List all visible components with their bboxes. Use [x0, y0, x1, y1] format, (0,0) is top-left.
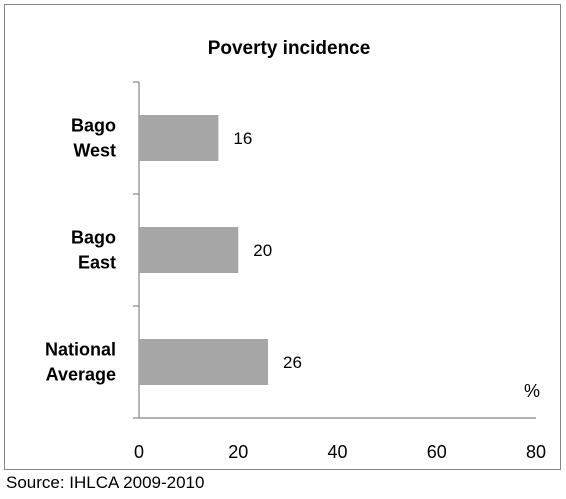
unit-label: %	[524, 381, 540, 401]
data-label: 16	[233, 129, 252, 148]
bar	[139, 115, 219, 161]
source-note: Source: IHLCA 2009-2010	[6, 473, 205, 492]
category-label: National Average	[45, 340, 116, 385]
data-label: 26	[283, 353, 302, 372]
category-label: Bago East	[71, 228, 116, 273]
x-tick-label: 40	[327, 442, 347, 462]
category-label-line: West	[73, 141, 116, 161]
bar	[139, 339, 269, 385]
bar	[139, 227, 239, 273]
chart-frame	[4, 4, 561, 470]
category-label-line: National	[45, 340, 116, 360]
x-tick-label: 80	[526, 442, 546, 462]
data-label: 20	[253, 241, 272, 260]
category-label: Bago West	[71, 116, 116, 161]
x-tick-label: 0	[134, 442, 144, 462]
chart-title: Poverty incidence	[208, 38, 371, 59]
x-tick-label: 60	[427, 442, 447, 462]
category-label-line: Bago	[71, 116, 116, 136]
category-label-line: East	[78, 253, 116, 273]
x-tick-label: 20	[228, 442, 248, 462]
category-label-line: Bago	[71, 228, 116, 248]
category-label-line: Average	[46, 365, 116, 385]
